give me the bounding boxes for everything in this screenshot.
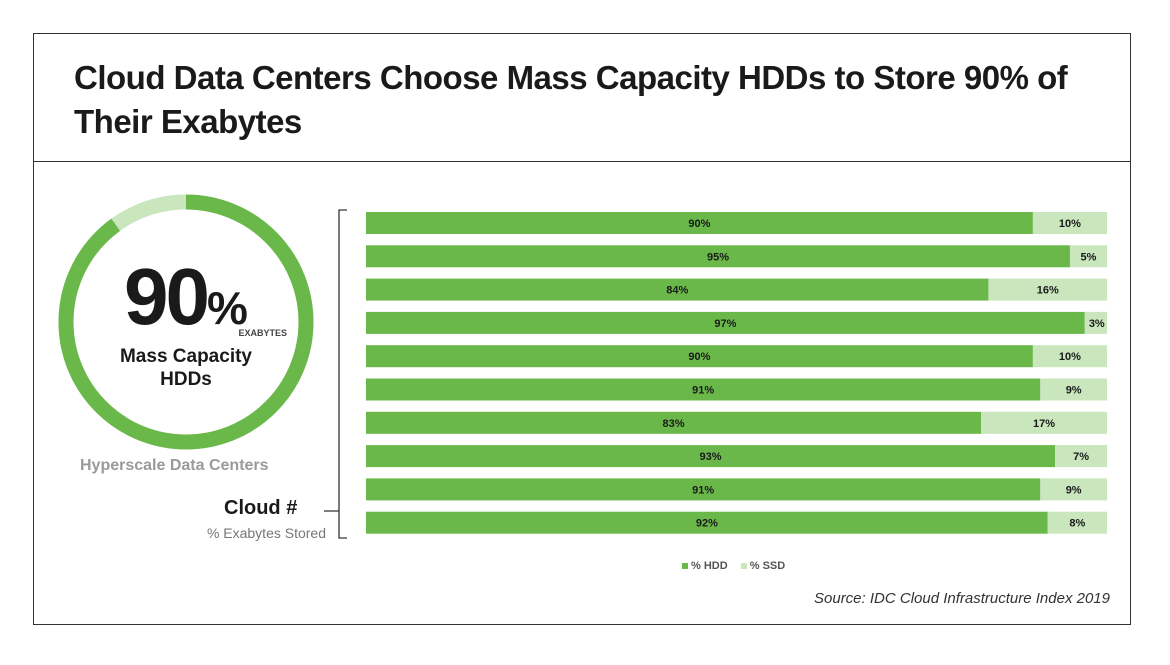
bar-ssd-5 [1032, 345, 1107, 368]
legend-item-hdd: % HDD [682, 560, 728, 572]
donut-caption: Mass Capacity HDDs [55, 345, 317, 391]
donut-value: 90% [55, 257, 317, 337]
bar-ssd-4 [1084, 311, 1107, 334]
bracket-title: Cloud # [224, 497, 298, 519]
donut-subtitle: Hyperscale Data Centers [80, 457, 269, 474]
donut-number: 90 [124, 252, 210, 341]
page-title: Cloud Data Centers Choose Mass Capacity … [74, 59, 1068, 140]
donut-caption-line1: Mass Capacity [119, 346, 252, 367]
bar-ssd-10 [1047, 511, 1107, 534]
infographic-frame: Cloud Data Centers Choose Mass Capacity … [33, 33, 1131, 625]
bar-hdd-7 [366, 411, 982, 434]
bar-label-hdd-8: 93% [700, 451, 722, 463]
bar-label-hdd-7: 83% [662, 418, 684, 430]
legend-label-hdd: % HDD [691, 560, 728, 573]
bar-label-ssd-9: 9% [1066, 484, 1082, 496]
bar-label-hdd-1: 90% [688, 218, 710, 230]
donut-hdd-arc [58, 194, 314, 450]
bar-label-ssd-6: 9% [1066, 385, 1082, 397]
bar-hdd-8 [366, 445, 1056, 468]
bar-label-hdd-5: 90% [688, 351, 710, 363]
bracket-subtitle: % Exabytes Stored [206, 525, 326, 541]
bar-hdd-2 [366, 245, 1070, 268]
chart-legend: % HDD % SSD [682, 560, 795, 572]
donut-chart: 90% EXABYTES Mass Capacity HDDs [55, 191, 317, 453]
bar-label-hdd-9: 91% [692, 484, 714, 496]
legend-swatch-hdd [682, 563, 688, 570]
legend-label-ssd: % SSD [749, 560, 786, 573]
bar-hdd-5 [366, 345, 1033, 368]
bar-label-hdd-2: 95% [707, 251, 729, 263]
bar-hdd-4 [366, 311, 1085, 334]
bar-label-ssd-8: 7% [1073, 451, 1089, 463]
bar-label-ssd-2: 5% [1081, 251, 1097, 263]
bracket-line [324, 209, 347, 539]
bar-label-ssd-10: 8% [1069, 518, 1085, 530]
bar-label-ssd-7: 17% [1033, 418, 1055, 430]
legend-swatch-ssd [740, 563, 747, 570]
bar-label-ssd-5: 10% [1059, 351, 1081, 363]
bar-ssd-1 [1032, 212, 1107, 234]
bar-hdd-10 [366, 511, 1048, 534]
bar-hdd-1 [366, 212, 1033, 234]
bar-hdd-6 [366, 378, 1041, 401]
bar-ssd-2 [1069, 245, 1107, 268]
bar-label-hdd-4: 97% [714, 318, 736, 330]
donut-unit: EXABYTES [238, 328, 287, 338]
bar-label-ssd-1: 10% [1059, 218, 1081, 230]
bar-ssd-9 [1040, 478, 1107, 501]
bar-ssd-3 [988, 278, 1107, 301]
stacked-bar-chart: 90% 10% 95% 5% 84% 16% 97% 3% 90% 10% 91% 9% 83% 17% 9… [324, 209, 1107, 539]
donut-percent-sign: % [207, 282, 248, 334]
legend-item-ssd: % SSD [740, 560, 786, 573]
bar-hdd-9 [366, 478, 1041, 501]
bar-label-ssd-4: 3% [1089, 318, 1105, 330]
bar-ssd-6 [1040, 378, 1107, 401]
donut-caption-line2: HDDs [160, 369, 212, 390]
bar-ssd-7 [981, 411, 1107, 434]
bar-label-hdd-3: 84% [666, 285, 688, 297]
bar-ssd-8 [1055, 445, 1107, 468]
bar-label-hdd-10: 92% [696, 518, 718, 530]
bar-hdd-3 [366, 278, 989, 301]
bar-label-ssd-3: 16% [1037, 285, 1059, 297]
donut-ring [58, 194, 314, 450]
source-note: Source: IDC Cloud Infrastructure Index 2… [814, 590, 1110, 607]
header-divider [34, 161, 1130, 162]
bar-label-hdd-6: 91% [692, 385, 714, 397]
